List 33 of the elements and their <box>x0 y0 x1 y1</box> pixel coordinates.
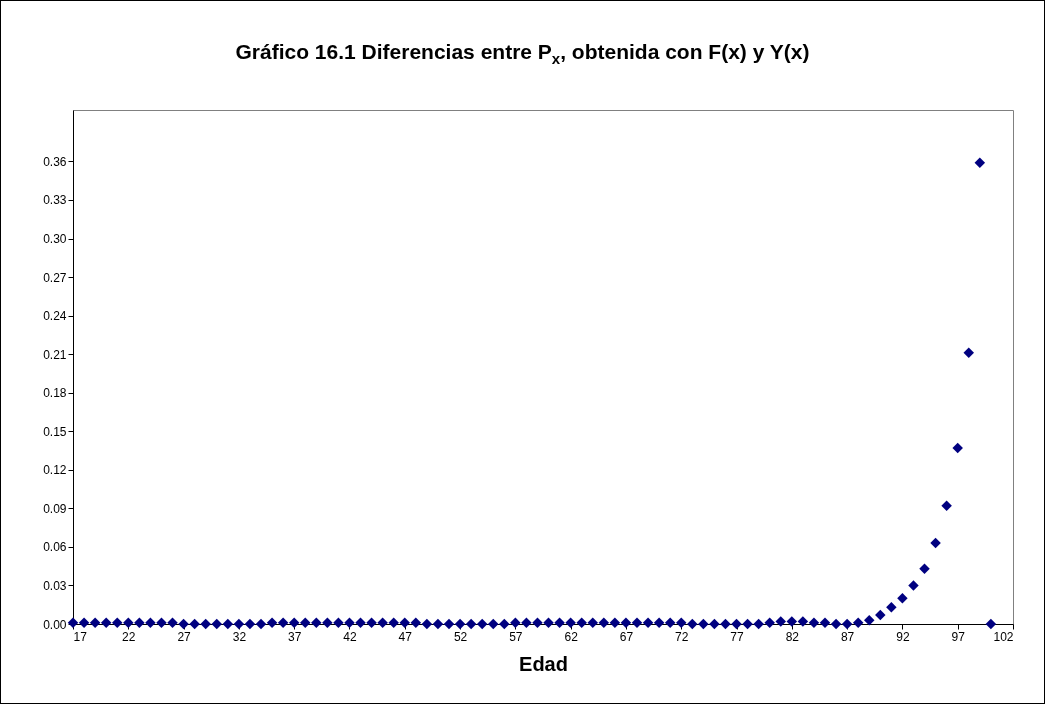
y-tick-label: 0.09 <box>43 501 67 516</box>
y-tick-label: 0.36 <box>43 154 67 169</box>
y-tick-label: 0.00 <box>43 617 67 632</box>
y-tick-label: 0.33 <box>43 193 67 208</box>
x-tick-label: 22 <box>122 629 136 644</box>
x-tick-label: 27 <box>177 629 192 644</box>
x-tick-label: 52 <box>453 629 468 644</box>
x-tick-label: 37 <box>288 629 302 644</box>
y-tick-label: 0.12 <box>43 463 67 478</box>
x-tick-label: 92 <box>896 629 910 644</box>
x-tick-label: 32 <box>232 629 247 644</box>
x-tick-label: 57 <box>509 629 523 644</box>
y-tick-label: 0.24 <box>43 309 67 324</box>
x-tick-label: 62 <box>564 629 579 644</box>
y-tick-label: 0.27 <box>43 270 67 285</box>
y-tick-label: 0.03 <box>43 578 67 593</box>
x-tick-label: 17 <box>73 629 88 644</box>
y-tick-label: 0.15 <box>43 424 67 439</box>
x-tick-label: 102 <box>993 629 1014 644</box>
x-tick-label: 42 <box>343 629 357 644</box>
y-tick-label: 0.30 <box>43 232 67 246</box>
x-tick-label: 72 <box>675 629 689 644</box>
x-tick-label: 67 <box>619 629 634 644</box>
x-axis-title: Edad <box>519 652 568 675</box>
x-tick-label: 87 <box>840 629 855 644</box>
y-tick-label: 0.18 <box>43 386 67 401</box>
x-tick-label: 77 <box>730 629 745 644</box>
chart-title: Gráfico 16.1 Diferencias entre P$_{x}$, obtenida con F(x) y Y(x) <box>234 40 811 68</box>
y-tick-label: 0.21 <box>43 347 67 362</box>
y-tick-label: 0.06 <box>43 540 67 555</box>
x-tick-label: 82 <box>785 629 800 644</box>
x-tick-label: 47 <box>398 629 413 644</box>
x-tick-label: 97 <box>951 629 966 644</box>
